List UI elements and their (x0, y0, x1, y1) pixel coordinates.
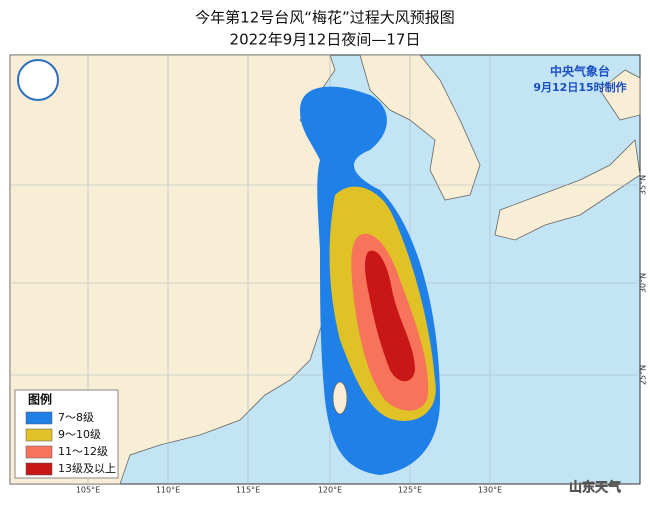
lon-label: 105°E (76, 486, 100, 495)
title: 今年第12号台风“梅花”过程大风预报图 (195, 9, 455, 27)
legend: 7～8级 9～10级 11～12级 13级及以上 (25, 411, 116, 476)
lon-label: 110°E (156, 486, 180, 495)
legend-swatch (25, 445, 53, 459)
legend-label: 9～10级 (58, 428, 101, 441)
lat-label: 35°N (639, 175, 648, 195)
lon-labels: 105°E 110°E 115°E 120°E 125°E 130°E (76, 486, 502, 495)
legend-swatch (25, 462, 53, 476)
logo (17, 59, 59, 101)
agency: 中央气象台 (550, 64, 610, 79)
lat-label: 25°N (639, 365, 648, 385)
issue-time: 9月12日15时制作 (533, 80, 626, 94)
lon-label: 125°E (398, 486, 422, 495)
watermark: 山东天气 (569, 480, 621, 496)
lat-labels: 35°N 30°N 25°N (639, 175, 648, 385)
japan-north (599, 69, 641, 121)
korea (359, 54, 481, 201)
legend-swatch (25, 411, 53, 425)
legend-label: 11～12级 (58, 445, 108, 458)
lon-label: 115°E (236, 486, 260, 495)
lat-label: 30°N (639, 273, 648, 293)
legend-label: 7～8级 (58, 411, 94, 424)
taiwan (332, 381, 348, 415)
map: 中央气象台 9月12日15时制作 105°E 110°E 115°E 120°E 125… (9, 54, 648, 496)
legend-title: 图例 (28, 392, 52, 407)
legend-label: 13级及以上 (58, 462, 116, 475)
lon-label: 120°E (318, 486, 342, 495)
wind-zone (365, 250, 415, 382)
legend-swatch (25, 428, 53, 442)
lon-label: 130°E (478, 486, 502, 495)
subtitle: 2022年9月12日夜间—17日 (230, 31, 421, 49)
